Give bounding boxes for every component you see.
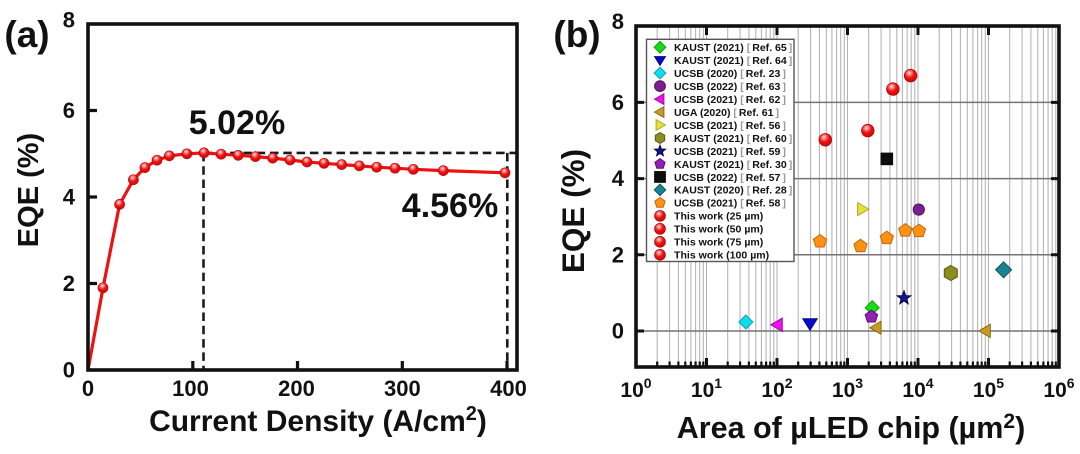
svg-text:(b): (b) (553, 14, 600, 55)
svg-text:4: 4 (63, 185, 76, 210)
svg-text:0: 0 (82, 376, 94, 401)
svg-text:2: 2 (612, 242, 624, 267)
svg-text:This work (100 µm): This work (100 µm) (674, 250, 769, 262)
svg-text:UCSB (2021) [Ref. 58]: UCSB (2021) [Ref. 58] (674, 198, 786, 210)
svg-text:400: 400 (490, 376, 527, 401)
svg-text:This work (50 µm): This work (50 µm) (674, 224, 763, 236)
svg-text:(a): (a) (4, 14, 49, 55)
svg-text:UGA (2020) [Ref. 61]: UGA (2020) [Ref. 61] (674, 107, 779, 119)
svg-text:5.02%: 5.02% (189, 104, 285, 142)
svg-text:This work (75 µm): This work (75 µm) (674, 237, 763, 249)
svg-text:KAUST (2021) [Ref. 64]: KAUST (2021) [Ref. 64] (674, 55, 792, 67)
svg-text:200: 200 (278, 376, 315, 401)
svg-text:UCSB (2020) [Ref. 23]: UCSB (2020) [Ref. 23] (674, 68, 786, 80)
svg-text:This work (25 µm): This work (25 µm) (674, 211, 763, 223)
svg-text:UCSB (2022) [Ref. 63]: UCSB (2022) [Ref. 63] (674, 81, 786, 93)
svg-text:4.56%: 4.56% (402, 187, 498, 225)
svg-text:6: 6 (612, 90, 624, 115)
svg-text:2: 2 (63, 271, 75, 296)
svg-text:UCSB (2021) [Ref. 59]: UCSB (2021) [Ref. 59] (674, 146, 786, 158)
svg-text:0: 0 (612, 319, 624, 344)
svg-text:8: 8 (612, 9, 624, 34)
svg-text:UCSB (2021) [Ref. 56]: UCSB (2021) [Ref. 56] (674, 120, 786, 132)
svg-text:KAUST (2021) [Ref. 60]: KAUST (2021) [Ref. 60] (674, 133, 792, 145)
svg-text:EQE (%): EQE (%) (555, 149, 591, 273)
svg-text:8: 8 (63, 8, 75, 33)
svg-text:300: 300 (384, 376, 421, 401)
svg-text:UCSB (2021) [Ref. 62]: UCSB (2021) [Ref. 62] (674, 94, 786, 106)
svg-text:Current Density (A/cm2): Current Density (A/cm2) (149, 403, 487, 438)
svg-text:100: 100 (172, 376, 209, 401)
svg-text:KAUST (2020) [Ref. 28]: KAUST (2020) [Ref. 28] (674, 185, 792, 197)
svg-text:EQE (%): EQE (%) (13, 133, 45, 247)
svg-text:4: 4 (612, 166, 625, 191)
svg-text:UCSB (2022) [Ref. 57]: UCSB (2022) [Ref. 57] (674, 172, 786, 184)
svg-text:Area of µLED chip (µm2): Area of µLED chip (µm2) (677, 410, 1025, 445)
svg-text:KAUST (2021) [Ref. 30]: KAUST (2021) [Ref. 30] (674, 159, 792, 171)
svg-text:6: 6 (63, 98, 75, 123)
svg-text:0: 0 (63, 358, 75, 383)
svg-text:KAUST (2021) [Ref. 65]: KAUST (2021) [Ref. 65] (674, 42, 792, 54)
